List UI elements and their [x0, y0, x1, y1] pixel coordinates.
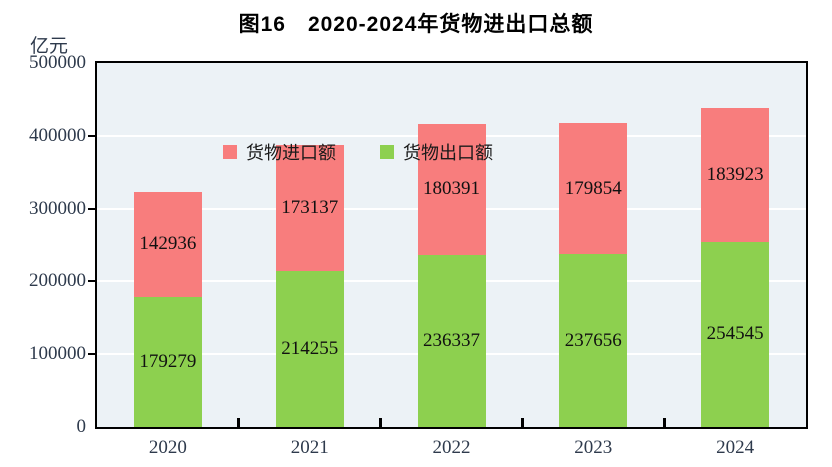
- y-axis-unit-label: 亿元: [30, 36, 69, 57]
- y-axis-label-300000: 300000: [29, 197, 86, 219]
- y-axis-label-500000: 500000: [29, 52, 86, 73]
- bar-segment-imports-2021: 173137: [275, 145, 344, 272]
- plot-inner: 179279 142936 214255 173137 236337 180391 2376…: [97, 63, 806, 427]
- y-axis-tick: [88, 353, 95, 356]
- value-label-imports-2020: 142936: [139, 233, 197, 255]
- y-axis-tick: [88, 280, 95, 283]
- bar-segment-imports-2024: 183923: [701, 107, 770, 242]
- value-label-imports-2022: 180391: [423, 178, 480, 200]
- value-label-exports-2020: 179279: [139, 350, 197, 372]
- x-axis-label-2022: 2022: [432, 437, 471, 458]
- bar-segment-exports-2020: 179279: [133, 296, 202, 427]
- value-label-exports-2023: 237656: [564, 329, 622, 351]
- legend-swatch-imports-icon: [223, 145, 237, 159]
- bar-segment-exports-2022: 236337: [417, 254, 486, 427]
- y-axis-label-0: 0: [76, 416, 87, 437]
- value-label-exports-2022: 236337: [423, 329, 480, 351]
- chart-title: 图16 2020-2024年货物进出口总额: [238, 13, 594, 36]
- x-axis-label-2020: 2020: [148, 437, 187, 458]
- value-label-imports-2021: 173137: [281, 197, 339, 219]
- value-label-exports-2024: 254545: [706, 323, 764, 345]
- bar-segment-exports-2024: 254545: [701, 241, 770, 427]
- bar-segment-imports-2020: 142936: [133, 192, 202, 297]
- x-axis-label-2023: 2023: [574, 437, 613, 458]
- plot-area: 179279 142936 214255 173137 236337 180391 2376…: [95, 61, 808, 429]
- legend-item-exports: 货物出口额: [380, 139, 493, 165]
- x-axis-tick: [662, 418, 666, 427]
- legend-label-exports: 货物出口额: [403, 143, 493, 163]
- y-axis-tick: [88, 207, 95, 210]
- legend-swatch-exports-icon: [380, 145, 394, 159]
- x-axis-tick: [379, 418, 383, 427]
- legend-item-imports: 货物进口额: [223, 139, 336, 165]
- value-label-imports-2024: 183923: [706, 163, 764, 185]
- y-axis-label-100000: 100000: [29, 343, 86, 365]
- bar-segment-imports-2023: 179854: [559, 123, 628, 254]
- y-axis-label-200000: 200000: [29, 270, 86, 292]
- x-axis-label-2024: 2024: [716, 437, 755, 458]
- x-axis-tick: [237, 418, 241, 427]
- y-axis-label-400000: 400000: [29, 124, 86, 146]
- bar-segment-exports-2023: 237656: [559, 254, 628, 427]
- value-label-exports-2021: 214255: [281, 338, 339, 360]
- bar-segment-exports-2021: 214255: [275, 271, 344, 427]
- y-axis-tick: [88, 134, 95, 137]
- bar-segment-imports-2022: 180391: [417, 123, 486, 255]
- value-label-imports-2023: 179854: [564, 177, 622, 199]
- chart-legend: 货物进口额 货物出口额: [223, 139, 493, 165]
- x-axis-label-2021: 2021: [290, 437, 329, 458]
- legend-label-imports: 货物进口额: [246, 143, 336, 163]
- x-axis-tick: [520, 418, 524, 427]
